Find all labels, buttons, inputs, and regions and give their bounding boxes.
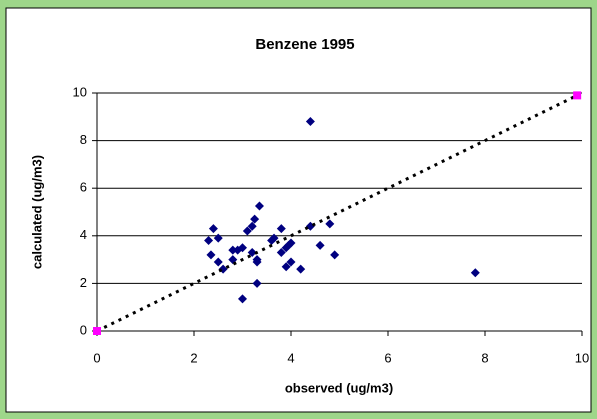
point <box>208 224 218 234</box>
point <box>252 278 262 288</box>
point <box>276 247 286 257</box>
point <box>573 91 582 100</box>
point <box>250 214 260 224</box>
y-tick-label: 6 <box>80 180 87 195</box>
y-tick-label: 4 <box>80 227 87 242</box>
point <box>325 219 335 229</box>
point <box>238 243 247 253</box>
point <box>470 268 480 278</box>
point <box>269 233 279 243</box>
point <box>286 238 296 248</box>
point <box>206 250 216 260</box>
y-axis-label: calculated (ug/m3) <box>29 155 44 269</box>
point <box>204 236 214 246</box>
point <box>315 240 325 250</box>
x-tick-label: 4 <box>287 350 294 365</box>
reference-line <box>96 94 578 333</box>
point <box>281 262 291 272</box>
point <box>242 226 252 236</box>
x-tick-label: 0 <box>93 350 100 365</box>
x-tick-label: 10 <box>575 350 589 365</box>
point <box>252 257 262 267</box>
point <box>276 224 286 234</box>
x-axis-label: observed (ug/m3) <box>285 380 393 395</box>
point <box>330 250 340 260</box>
point <box>247 221 257 231</box>
point <box>213 233 223 243</box>
point <box>93 327 101 335</box>
point <box>228 245 238 255</box>
x-tick-label: 2 <box>190 350 197 365</box>
point <box>238 294 247 304</box>
point <box>286 257 296 267</box>
y-tick-label: 8 <box>80 132 87 147</box>
chart-title: Benzene 1995 <box>255 36 354 53</box>
y-tick-label: 0 <box>80 322 87 337</box>
point <box>213 257 223 267</box>
x-tick-label: 6 <box>384 350 391 365</box>
y-tick-label: 10 <box>73 84 87 99</box>
y-tick-label: 2 <box>80 275 87 290</box>
point <box>296 264 306 274</box>
chart-area <box>5 7 592 413</box>
x-tick-label: 8 <box>481 350 488 365</box>
point <box>305 117 315 127</box>
point <box>254 201 264 211</box>
